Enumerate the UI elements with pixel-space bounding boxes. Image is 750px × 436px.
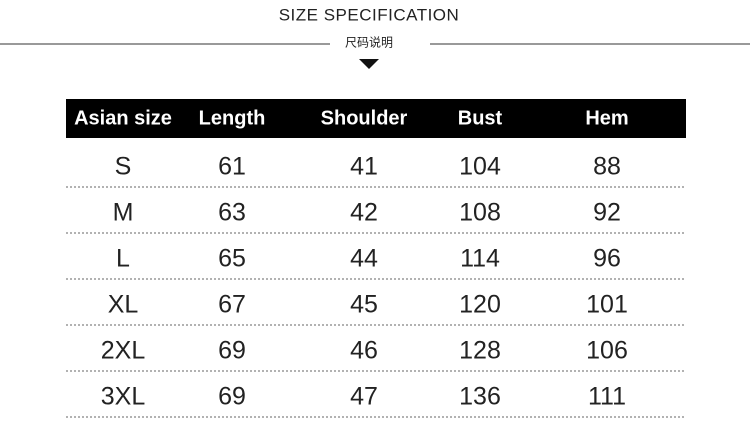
header-bar xyxy=(66,99,686,138)
subtitle: 尺码说明 xyxy=(345,35,393,50)
arrow xyxy=(359,59,379,69)
cell: 111 xyxy=(588,383,626,411)
table: Asian size Length Shoulder Bust Hem S 61 41 104 8… xyxy=(66,107,686,418)
cell: 2XL xyxy=(101,337,146,365)
cell: 45 xyxy=(350,291,378,319)
column-header: Length xyxy=(199,107,266,129)
cell: 88 xyxy=(593,153,621,181)
column-header: Hem xyxy=(585,107,628,129)
cell: 136 xyxy=(459,383,501,411)
cell: XL xyxy=(108,291,139,319)
cell: 69 xyxy=(218,337,246,365)
cell: 104 xyxy=(459,153,501,181)
cell: S xyxy=(115,153,132,181)
cell: 120 xyxy=(459,291,501,319)
cell: 41 xyxy=(350,153,378,181)
cell: 108 xyxy=(459,199,501,227)
cell: M xyxy=(113,199,134,227)
cell: 47 xyxy=(350,383,378,411)
cell: 92 xyxy=(593,199,621,227)
title: SIZE SPECIFICATION xyxy=(279,5,460,24)
cell: 69 xyxy=(218,383,246,411)
cell: 106 xyxy=(586,337,628,365)
cell: 65 xyxy=(218,245,246,273)
cell: 63 xyxy=(218,199,246,227)
cell: 96 xyxy=(593,245,621,273)
cell: 101 xyxy=(586,291,628,319)
cell: L xyxy=(116,245,130,273)
column-header: Bust xyxy=(458,107,503,129)
cell: 42 xyxy=(350,199,378,227)
column-header: Shoulder xyxy=(321,107,408,129)
cell: 61 xyxy=(218,153,246,181)
cell: 114 xyxy=(460,245,500,273)
cell: 44 xyxy=(350,245,378,273)
cell: 46 xyxy=(350,337,378,365)
cell: 3XL xyxy=(101,383,146,411)
cell: 67 xyxy=(218,291,246,319)
cell: 128 xyxy=(459,337,501,365)
column-header: Asian size xyxy=(74,107,172,129)
